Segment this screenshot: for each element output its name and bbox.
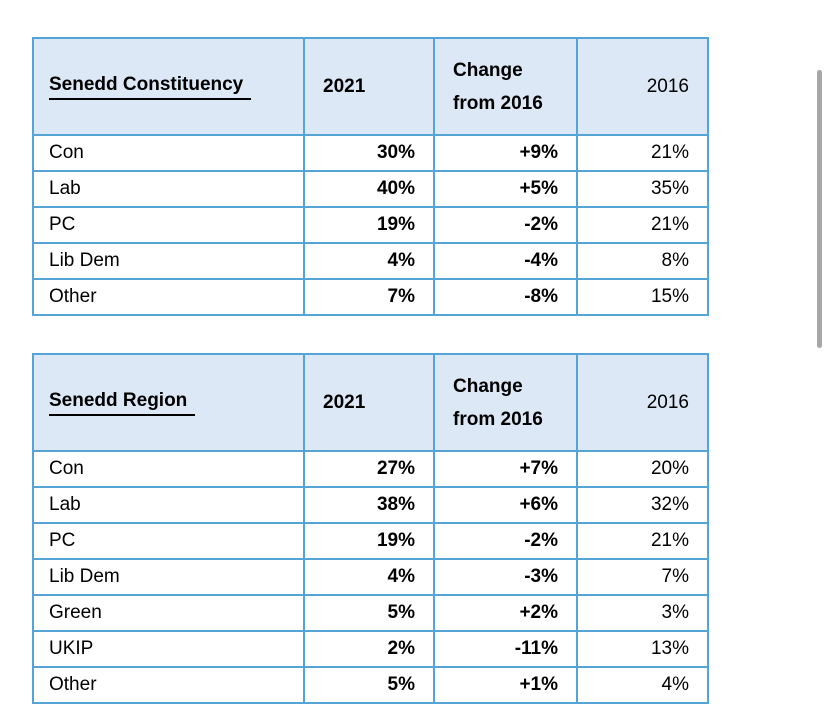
table-title: Senedd Constituency	[49, 73, 252, 100]
party-cell: PC	[49, 214, 76, 235]
party-cell: Con	[49, 142, 84, 163]
value-2021-cell: 5%	[303, 596, 433, 630]
change-cell: +2%	[433, 596, 576, 630]
value-2021-cell: 4%	[303, 560, 433, 594]
table-row: Con 30% +9% 21%	[34, 134, 707, 170]
change-cell: +1%	[433, 668, 576, 702]
value-2016-cell: 20%	[576, 452, 707, 486]
change-cell: +7%	[433, 452, 576, 486]
party-cell: PC	[49, 530, 76, 551]
value-2021-cell: 4%	[303, 244, 433, 278]
table-row: PC 19% -2% 21%	[34, 206, 707, 242]
value-2021-cell: 30%	[303, 136, 433, 170]
change-cell: +5%	[433, 172, 576, 206]
change-cell: -3%	[433, 560, 576, 594]
value-2021-cell: 2%	[303, 632, 433, 666]
column-header-change-from-2016: Change from 2016	[433, 355, 576, 450]
table-row: PC 19% -2% 21%	[34, 522, 707, 558]
value-2021-cell: 40%	[303, 172, 433, 206]
value-2021-cell: 19%	[303, 524, 433, 558]
table-title-cell: Senedd Constituency	[34, 39, 303, 134]
column-header-2021: 2021	[303, 39, 433, 134]
table-row: Lib Dem 4% -4% 8%	[34, 242, 707, 278]
value-2016-cell: 4%	[576, 668, 707, 702]
value-2021-cell: 38%	[303, 488, 433, 522]
change-cell: -4%	[433, 244, 576, 278]
value-2016-cell: 21%	[576, 136, 707, 170]
value-2016-cell: 15%	[576, 280, 707, 314]
value-2021-cell: 7%	[303, 280, 433, 314]
value-2016-cell: 8%	[576, 244, 707, 278]
table-title-cell: Senedd Region	[34, 355, 303, 450]
value-2016-cell: 21%	[576, 208, 707, 242]
value-2021-cell: 19%	[303, 208, 433, 242]
table-row: Con 27% +7% 20%	[34, 450, 707, 486]
table-senedd-constituency: Senedd Constituency 2021 Change from 201…	[32, 37, 709, 316]
party-cell: Lib Dem	[49, 566, 120, 587]
value-2016-cell: 3%	[576, 596, 707, 630]
party-cell: Lib Dem	[49, 250, 120, 271]
value-2016-cell: 32%	[576, 488, 707, 522]
party-cell: Lab	[49, 178, 81, 199]
value-2016-cell: 13%	[576, 632, 707, 666]
column-header-change-from-2016: Change from 2016	[433, 39, 576, 134]
party-cell: Lab	[49, 494, 81, 515]
vertical-scrollbar-thumb[interactable]	[817, 70, 822, 348]
table-row: Lib Dem 4% -3% 7%	[34, 558, 707, 594]
table-row: Lab 40% +5% 35%	[34, 170, 707, 206]
change-cell: -2%	[433, 524, 576, 558]
party-cell: Other	[49, 674, 97, 695]
table-row: Other 7% -8% 15%	[34, 278, 707, 314]
change-cell: -11%	[433, 632, 576, 666]
change-cell: -8%	[433, 280, 576, 314]
column-header-2016: 2016	[576, 355, 707, 450]
change-cell: -2%	[433, 208, 576, 242]
table-header-row: Senedd Region 2021 Change from 2016 2016	[34, 355, 707, 450]
table-row: Other 5% +1% 4%	[34, 666, 707, 702]
party-cell: UKIP	[49, 638, 94, 659]
table-row: Lab 38% +6% 32%	[34, 486, 707, 522]
party-cell: Con	[49, 458, 84, 479]
change-cell: +9%	[433, 136, 576, 170]
party-cell: Green	[49, 602, 102, 623]
value-2016-cell: 7%	[576, 560, 707, 594]
value-2016-cell: 35%	[576, 172, 707, 206]
table-row: UKIP 2% -11% 13%	[34, 630, 707, 666]
table-row: Green 5% +2% 3%	[34, 594, 707, 630]
table-header-row: Senedd Constituency 2021 Change from 201…	[34, 39, 707, 134]
party-cell: Other	[49, 286, 97, 307]
value-2016-cell: 21%	[576, 524, 707, 558]
table-title: Senedd Region	[49, 389, 196, 416]
value-2021-cell: 5%	[303, 668, 433, 702]
column-header-2021: 2021	[303, 355, 433, 450]
column-header-2016: 2016	[576, 39, 707, 134]
table-senedd-region: Senedd Region 2021 Change from 2016 2016…	[32, 353, 709, 704]
change-cell: +6%	[433, 488, 576, 522]
value-2021-cell: 27%	[303, 452, 433, 486]
